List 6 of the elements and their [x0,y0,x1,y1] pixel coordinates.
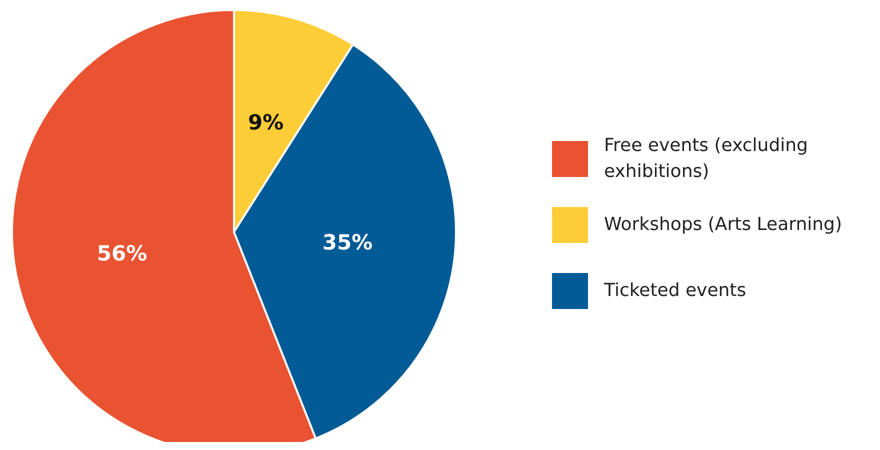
data-label: 56% [96,241,148,266]
legend-label: Free events (excluding exhibitions) [604,134,809,184]
legend-label: Ticketed events [604,279,746,303]
data-label: 35% [322,230,373,255]
legend-label: Workshops (Arts Learning) [604,213,842,237]
data-label: 9% [248,110,284,135]
